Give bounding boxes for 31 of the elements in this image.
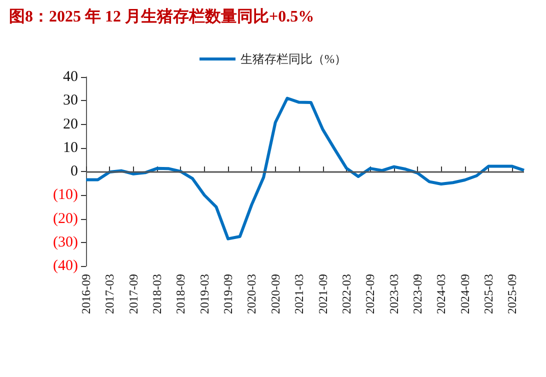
x-tick-label: 2021-09 <box>316 274 330 314</box>
y-tick-label: 10 <box>63 140 78 156</box>
x-tick-label: 2021-03 <box>292 274 306 314</box>
x-tick-label: 2019-09 <box>221 274 236 314</box>
x-tick-label: 2025-03 <box>481 274 496 314</box>
x-tick-label: 2017-03 <box>102 274 117 314</box>
x-tick-label: 2020-09 <box>268 274 282 314</box>
x-tick-label: 2019-03 <box>197 274 212 314</box>
y-tick-label: 30 <box>63 92 78 109</box>
x-tick-label: 2022-09 <box>363 274 378 314</box>
line-series <box>84 96 526 240</box>
x-tick-label: 2018-09 <box>174 274 188 314</box>
x-tick-label: 2025-09 <box>505 274 520 314</box>
y-tick-label: (20) <box>53 210 78 227</box>
y-tick-label: (10) <box>53 187 78 204</box>
x-tick-label: 2016-09 <box>79 274 93 314</box>
y-tick-label: 20 <box>63 116 78 132</box>
y-tick-label: (30) <box>53 234 78 250</box>
x-tick-label: 2018-03 <box>150 274 164 314</box>
x-tick-label: 2023-09 <box>410 274 424 314</box>
legend-label: 生猪存栏同比（%） <box>240 52 346 66</box>
x-tick-label: 2024-03 <box>434 274 448 314</box>
y-tick-label: (40) <box>53 258 78 274</box>
chart-title: 图8：2025 年 12 月生猪存栏数量同比+0.5% <box>9 8 314 26</box>
x-tick-label: 2020-03 <box>244 274 259 314</box>
y-tick-label: 40 <box>63 69 78 85</box>
x-tick-label: 2017-09 <box>126 274 140 314</box>
x-tick-label: 2023-03 <box>386 274 401 314</box>
y-tick-label: 0 <box>70 164 78 180</box>
x-tick-label: 2022-03 <box>339 274 354 314</box>
x-tick-label: 2024-09 <box>458 274 472 314</box>
